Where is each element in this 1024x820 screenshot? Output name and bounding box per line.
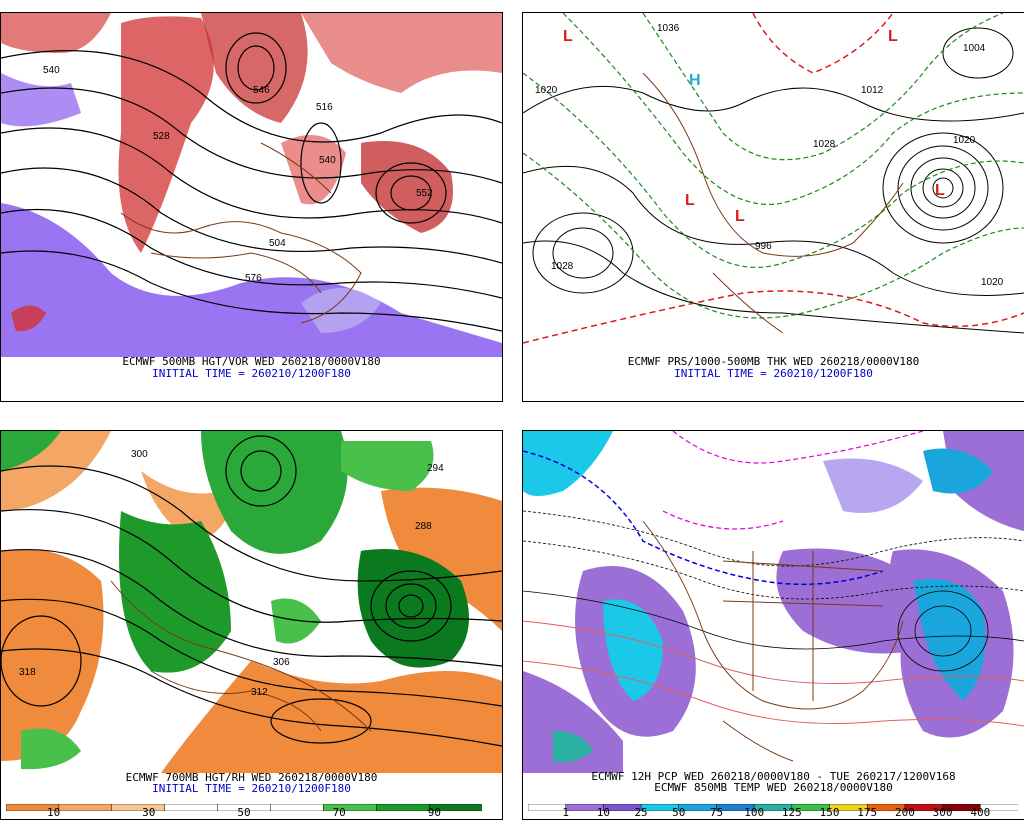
colorbar-tick-label: 75 (709, 806, 724, 819)
map-500mb-hgt-vor: 540 528 516 540 504 576 552 546 (1, 13, 502, 357)
contour-label: 540 (319, 155, 336, 166)
low-pressure-marker: L (888, 28, 898, 45)
init-time-700mb: INITIAL TIME = 260210/1200F180 (152, 782, 351, 795)
colorbar-tick-label: 100 (744, 806, 765, 819)
low-pressure-marker: L (563, 28, 573, 45)
low-pressure-marker: L (685, 192, 695, 209)
colorbar-precip-labels: 1 10 25 50 75 100 125 150 175 200 300 400 (528, 806, 1018, 819)
caption-precip: ECMWF 12H PCP WED 260218/0000V180 - TUE … (591, 770, 956, 783)
colorbar-precip (527, 796, 1019, 812)
colorbar-tick-label: 125 (781, 806, 802, 819)
colorbar-tick-label: 70 (332, 806, 346, 819)
contour-label: 576 (245, 273, 262, 284)
colorbar-tick-label: 25 (634, 806, 648, 819)
panel-precip: ECMWF 12H PCP WED 260218/0000V180 - TUE … (522, 430, 1024, 820)
contour-label: 516 (316, 102, 333, 113)
contour-label: 504 (269, 238, 286, 249)
colorbar-tick-label: 200 (894, 806, 915, 819)
caption-700mb: ECMWF 700MB HGT/RH WED 260218/0000V180 (125, 771, 378, 784)
caption-thickness: ECMWF PRS/1000-500MB THK WED 260218/0000… (627, 355, 920, 368)
colorbar-tick-label: 30 (142, 806, 156, 819)
contour-label: 306 (273, 657, 290, 668)
contour-label: 552 (416, 188, 433, 199)
isobar-label: 1020 (953, 135, 976, 146)
colorbar-tick-label: 400 (970, 806, 991, 819)
contour-label: 300 (131, 449, 148, 460)
colorbar-tick-label: 50 (672, 806, 686, 819)
colorbar-tick-label: 150 (819, 806, 840, 819)
isobar-label: 1036 (657, 23, 680, 34)
low-pressure-marker: L (935, 182, 945, 199)
panel-700mb: 318 312 306 300 294 288 ECMWF 700MB HGT/… (0, 430, 503, 820)
colorbar-tick-label: 90 (427, 806, 442, 819)
init-time-thickness: INITIAL TIME = 260210/1200F180 (674, 367, 873, 380)
caption-850temp: ECMWF 850MB TEMP WED 260218/0000V180 (654, 781, 893, 794)
colorbar-tick-label: 10 (596, 806, 610, 819)
panel-thickness: H L L L L L 1036 1020 1004 1028 1020 996… (522, 12, 1024, 402)
low-pressure-marker: L (735, 208, 745, 225)
contour-label: 528 (153, 131, 170, 142)
map-pressure-thickness: H L L L L L 1036 1020 1004 1028 1020 996… (523, 13, 1024, 357)
colorbar-tick-label: 10 (46, 806, 61, 819)
isobar-label: 1020 (981, 277, 1004, 288)
colorbar-tick-label: 175 (857, 806, 878, 819)
contour-label: 294 (427, 463, 444, 474)
isobar-label: 1028 (813, 139, 836, 150)
colorbar-tick-label: 300 (932, 806, 953, 819)
contour-label: 288 (415, 521, 432, 532)
colorbar-rh-labels: 10 30 50 70 90 (6, 806, 482, 819)
contour-label: 540 (43, 65, 60, 76)
isobar-label: 1020 (535, 85, 558, 96)
map-precip-850temp (523, 431, 1024, 773)
caption-500mb: ECMWF 500MB HGT/VOR WED 260218/0000V180 (122, 355, 381, 368)
contour-label: 546 (253, 85, 270, 96)
map-700mb-hgt-rh: 318 312 306 300 294 288 (1, 431, 502, 773)
panel-500mb: 540 528 516 540 504 576 552 546 ECMWF 50… (0, 12, 503, 402)
colorbar-tick-label: 50 (237, 806, 251, 819)
contour-label: 318 (19, 667, 36, 678)
isobar-label: 1028 (551, 261, 574, 272)
contour-label: 312 (251, 687, 268, 698)
high-pressure-marker: H (689, 72, 701, 89)
colorbar-rh (5, 796, 483, 812)
isobar-label: 1012 (861, 85, 884, 96)
isobar-label: 996 (755, 241, 772, 252)
colorbar-tick-label: 1 (562, 806, 569, 819)
isobar-label: 1004 (963, 43, 986, 54)
init-time-500mb: INITIAL TIME = 260210/1200F180 (152, 367, 351, 380)
